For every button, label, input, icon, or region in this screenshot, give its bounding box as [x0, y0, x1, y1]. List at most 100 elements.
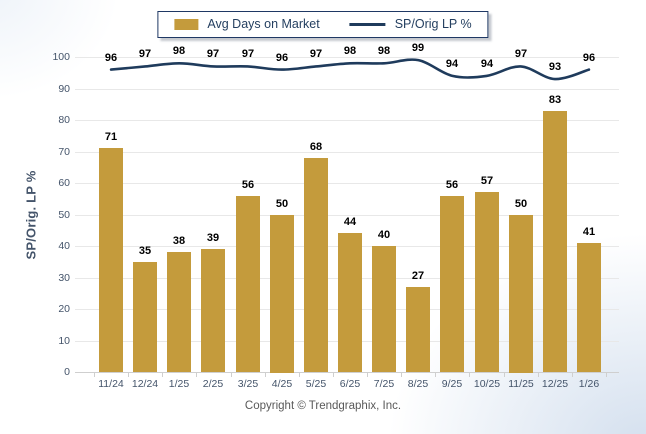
legend-line-label: SP/Orig LP %: [394, 17, 472, 31]
x-tick-mark: [299, 373, 300, 377]
gridline: [75, 57, 619, 58]
gridline: [75, 215, 619, 216]
bar-value-label: 56: [445, 179, 459, 191]
x-tick-mark: [367, 373, 368, 377]
bar: [304, 158, 328, 372]
x-axis-line: [75, 372, 619, 373]
line-value-label: 94: [445, 58, 459, 70]
x-tick-label: 3/25: [237, 378, 259, 390]
bar-value-label: 50: [514, 198, 528, 210]
x-tick-mark: [265, 373, 266, 377]
line-value-label: 96: [104, 52, 118, 64]
line-value-label: 96: [275, 52, 289, 64]
y-tick-label: 30: [58, 272, 70, 284]
y-tick-label: 100: [52, 51, 70, 63]
x-tick-label: 8/25: [407, 378, 429, 390]
bar: [440, 196, 464, 372]
y-tick-label: 70: [58, 146, 70, 158]
line-value-label: 96: [582, 52, 596, 64]
legend-line-swatch-icon: [349, 22, 386, 26]
x-tick-label: 7/25: [373, 378, 395, 390]
bar: [509, 215, 533, 373]
bar-value-label: 57: [480, 175, 494, 187]
gridline: [75, 183, 619, 184]
bar: [372, 246, 396, 372]
gridline: [75, 89, 619, 90]
x-tick-label: 1/25: [168, 378, 190, 390]
y-tick-label: 20: [58, 303, 70, 315]
x-tick-label: 12/24: [131, 378, 159, 390]
bar: [201, 249, 225, 372]
legend-bar-swatch-icon: [174, 18, 199, 30]
gridline: [75, 120, 619, 121]
x-tick-mark: [572, 373, 573, 377]
line-value-label: 98: [343, 45, 357, 57]
y-tick-label: 60: [58, 177, 70, 189]
bar-value-label: 41: [582, 226, 596, 238]
legend-bar-label: Avg Days on Market: [207, 17, 320, 31]
line-value-label: 98: [172, 45, 186, 57]
x-tick-mark: [538, 373, 539, 377]
copyright-text: Copyright © Trendgraphix, Inc.: [244, 400, 402, 412]
bar: [406, 287, 430, 372]
chart-legend: Avg Days on Market SP/Orig LP %: [157, 11, 489, 38]
bar-value-label: 50: [275, 198, 289, 210]
x-tick-mark: [606, 373, 607, 377]
x-tick-mark: [231, 373, 232, 377]
bar-value-label: 27: [411, 270, 425, 282]
bar-value-label: 68: [309, 141, 323, 153]
line-value-label: 97: [309, 48, 323, 60]
x-tick-label: 9/25: [441, 378, 463, 390]
bar-value-label: 71: [104, 131, 118, 143]
bar-value-label: 44: [343, 216, 357, 228]
y-tick-label: 90: [58, 83, 70, 95]
line-value-label: 97: [514, 48, 528, 60]
y-tick-label: 10: [58, 335, 70, 347]
x-tick-label: 10/25: [473, 378, 501, 390]
y-axis-title: SP/Orig. LP %: [23, 170, 39, 260]
x-tick-mark: [94, 373, 95, 377]
x-tick-label: 5/25: [305, 378, 327, 390]
y-tick-label: 50: [58, 209, 70, 221]
bar-value-label: 39: [206, 232, 220, 244]
y-tick-label: 80: [58, 114, 70, 126]
line-value-label: 97: [138, 48, 152, 60]
x-tick-mark: [401, 373, 402, 377]
bar: [475, 192, 499, 372]
x-tick-label: 11/25: [508, 378, 534, 390]
gridline: [75, 152, 619, 153]
x-tick-label: 2/25: [202, 378, 224, 390]
x-tick-label: 4/25: [271, 378, 293, 390]
line-value-label: 97: [241, 48, 255, 60]
x-tick-mark: [196, 373, 197, 377]
x-tick-mark: [504, 373, 505, 377]
line-value-label: 99: [411, 42, 425, 54]
bar-value-label: 83: [548, 94, 562, 106]
bar: [338, 233, 362, 372]
bar: [133, 262, 157, 372]
y-tick-label: 0: [64, 366, 70, 378]
bar: [167, 252, 191, 372]
bar-value-label: 38: [172, 235, 186, 247]
x-tick-mark: [469, 373, 470, 377]
bar: [543, 111, 567, 372]
sp-orig-lp-line: [109, 58, 591, 81]
x-tick-label: 1/26: [578, 378, 600, 390]
bar: [577, 243, 601, 372]
bar: [99, 148, 123, 372]
x-tick-label: 6/25: [339, 378, 361, 390]
x-tick-mark: [333, 373, 334, 377]
y-tick-label: 40: [58, 240, 70, 252]
line-value-label: 94: [480, 58, 494, 70]
x-tick-mark: [128, 373, 129, 377]
bar-value-label: 35: [138, 245, 152, 257]
x-tick-label: 11/24: [98, 378, 124, 390]
x-tick-mark: [435, 373, 436, 377]
bar: [270, 215, 294, 373]
bar-value-label: 40: [377, 229, 391, 241]
line-value-label: 93: [548, 61, 562, 73]
bar-value-label: 56: [241, 179, 255, 191]
line-value-label: 98: [377, 45, 391, 57]
x-tick-mark: [162, 373, 163, 377]
